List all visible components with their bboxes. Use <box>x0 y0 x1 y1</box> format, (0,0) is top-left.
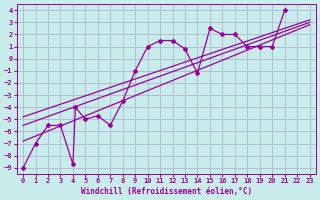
X-axis label: Windchill (Refroidissement éolien,°C): Windchill (Refroidissement éolien,°C) <box>81 187 252 196</box>
